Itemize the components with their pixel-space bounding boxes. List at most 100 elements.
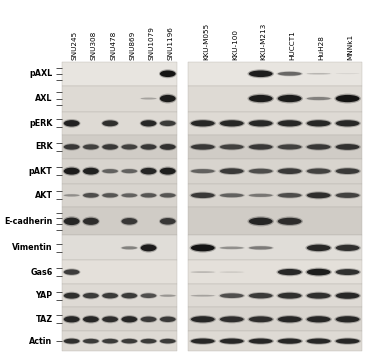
Ellipse shape: [83, 293, 99, 298]
Ellipse shape: [140, 119, 157, 127]
Text: SNU245: SNU245: [72, 31, 78, 60]
Text: Vimentin: Vimentin: [12, 244, 53, 252]
Ellipse shape: [141, 168, 157, 175]
Ellipse shape: [159, 217, 177, 226]
Ellipse shape: [189, 295, 216, 297]
Ellipse shape: [122, 316, 137, 322]
Ellipse shape: [220, 316, 244, 322]
Ellipse shape: [83, 168, 99, 175]
Ellipse shape: [336, 338, 360, 344]
Ellipse shape: [160, 339, 176, 343]
Ellipse shape: [249, 70, 273, 77]
Ellipse shape: [102, 120, 118, 126]
Ellipse shape: [278, 293, 301, 299]
Ellipse shape: [63, 166, 81, 176]
Ellipse shape: [249, 194, 273, 197]
Ellipse shape: [307, 316, 331, 322]
Ellipse shape: [247, 168, 274, 175]
Ellipse shape: [336, 245, 360, 251]
Ellipse shape: [101, 192, 119, 198]
Ellipse shape: [64, 269, 80, 275]
Ellipse shape: [336, 168, 360, 174]
Ellipse shape: [189, 338, 216, 345]
Ellipse shape: [334, 167, 361, 175]
Ellipse shape: [278, 316, 301, 322]
Ellipse shape: [276, 192, 303, 199]
Ellipse shape: [249, 169, 273, 173]
Ellipse shape: [247, 315, 274, 323]
Ellipse shape: [276, 217, 303, 226]
Ellipse shape: [159, 316, 177, 323]
Ellipse shape: [278, 168, 301, 174]
Ellipse shape: [220, 144, 244, 149]
Ellipse shape: [307, 293, 331, 299]
Ellipse shape: [159, 338, 177, 344]
Ellipse shape: [191, 120, 215, 126]
Ellipse shape: [278, 338, 301, 344]
Ellipse shape: [189, 169, 216, 174]
Ellipse shape: [63, 338, 81, 344]
Ellipse shape: [336, 316, 360, 322]
Ellipse shape: [160, 121, 176, 126]
Ellipse shape: [64, 194, 80, 196]
Ellipse shape: [83, 144, 99, 149]
Ellipse shape: [220, 247, 244, 249]
Ellipse shape: [306, 292, 332, 300]
Ellipse shape: [247, 143, 274, 151]
Ellipse shape: [336, 73, 360, 74]
Bar: [188, 308, 362, 331]
Ellipse shape: [334, 291, 361, 300]
Ellipse shape: [122, 246, 137, 249]
Ellipse shape: [307, 73, 331, 74]
Ellipse shape: [141, 120, 157, 126]
Ellipse shape: [63, 216, 81, 226]
Bar: [62, 159, 177, 183]
Ellipse shape: [160, 218, 176, 224]
Ellipse shape: [220, 193, 244, 197]
Ellipse shape: [278, 193, 301, 198]
Ellipse shape: [64, 316, 80, 322]
Bar: [62, 62, 177, 86]
Ellipse shape: [306, 338, 332, 345]
Ellipse shape: [334, 192, 361, 199]
Ellipse shape: [220, 168, 244, 174]
Ellipse shape: [64, 168, 80, 175]
Ellipse shape: [160, 70, 176, 77]
Ellipse shape: [249, 95, 273, 102]
Ellipse shape: [247, 216, 274, 226]
Ellipse shape: [160, 295, 176, 297]
Bar: [188, 235, 362, 260]
Bar: [62, 135, 177, 159]
Bar: [62, 308, 177, 331]
Text: SNU1079: SNU1079: [149, 26, 154, 60]
Ellipse shape: [82, 192, 100, 199]
Text: Gas6: Gas6: [30, 268, 53, 276]
Ellipse shape: [140, 243, 157, 252]
Ellipse shape: [160, 95, 176, 102]
Ellipse shape: [191, 169, 215, 173]
Ellipse shape: [82, 143, 100, 150]
Ellipse shape: [122, 144, 137, 149]
Ellipse shape: [276, 292, 303, 300]
Ellipse shape: [306, 167, 332, 175]
Bar: [62, 112, 177, 135]
Bar: [188, 112, 362, 135]
Text: YAP: YAP: [35, 291, 53, 300]
Ellipse shape: [189, 119, 216, 127]
Ellipse shape: [64, 144, 80, 150]
Ellipse shape: [140, 192, 157, 198]
Ellipse shape: [120, 169, 138, 174]
Ellipse shape: [307, 192, 331, 198]
Ellipse shape: [307, 97, 331, 100]
Text: TAZ: TAZ: [35, 315, 53, 324]
Ellipse shape: [141, 339, 157, 343]
Bar: [188, 207, 362, 235]
Bar: [62, 86, 177, 112]
Ellipse shape: [249, 316, 273, 322]
Ellipse shape: [102, 339, 118, 343]
Text: AXL: AXL: [35, 94, 53, 103]
Text: pERK: pERK: [29, 119, 53, 128]
Ellipse shape: [122, 193, 137, 197]
Ellipse shape: [141, 244, 157, 251]
Ellipse shape: [141, 144, 157, 150]
